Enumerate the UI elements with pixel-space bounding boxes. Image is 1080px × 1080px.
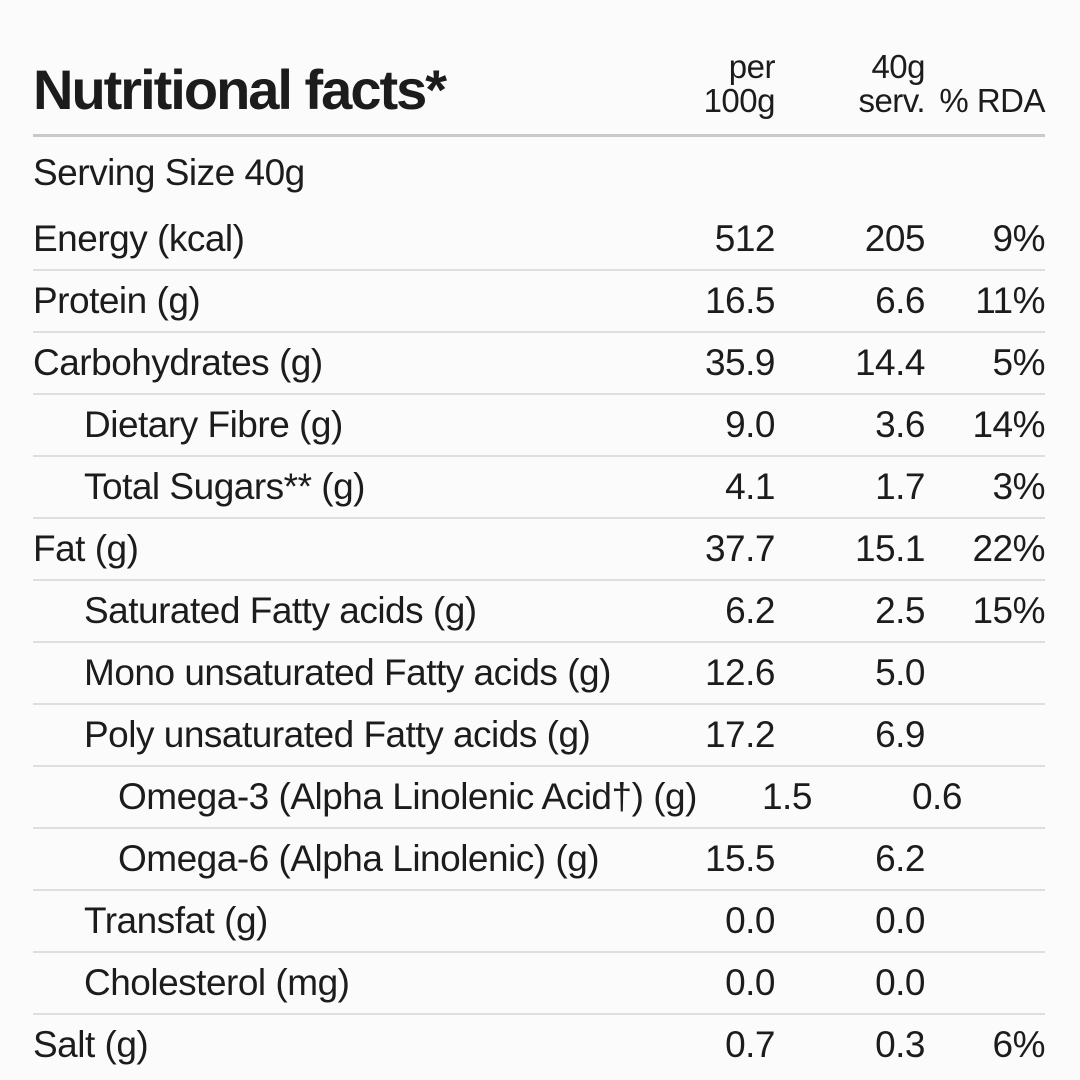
- table-row-fat: Fat (g) 37.7 15.1 22%: [33, 519, 1046, 581]
- value-per-serving: 15.1: [854, 528, 926, 569]
- table-row-transfat: Transfat (g) 0.0 0.0: [33, 891, 1045, 953]
- row-label: Total Sugars** (g): [84, 466, 365, 507]
- table-row-saturated-fatty-acids: Saturated Fatty acids (g) 6.2 2.5 15%: [33, 581, 1046, 643]
- table-row-serving-size: Serving Size 40g: [33, 137, 1045, 209]
- value-per-serving: 205: [864, 218, 926, 259]
- table-row-dietary-fibre: Dietary Fibre (g) 9.0 3.6 14%: [33, 395, 1046, 457]
- value-per-serving: 0.3: [875, 1024, 925, 1065]
- row-label: Energy (kcal): [33, 218, 245, 259]
- value-rda: 9%: [992, 218, 1046, 259]
- value-per-serving: 2.5: [875, 590, 925, 631]
- row-label: Serving Size 40g: [33, 152, 305, 193]
- value-per-100g: 0.0: [725, 900, 775, 941]
- table-row-protein: Protein (g) 16.5 6.6 11%: [33, 271, 1046, 333]
- value-per-serving: 6.2: [875, 838, 925, 879]
- value-per-serving: 14.4: [854, 342, 926, 383]
- row-label: Omega-6 (Alpha Linolenic) (g): [118, 838, 600, 879]
- value-per-100g: 35.9: [704, 342, 776, 383]
- value-per-serving: 0.6: [911, 776, 962, 817]
- value-per-100g: 0.0: [725, 962, 775, 1003]
- value-rda: 5%: [992, 342, 1046, 383]
- value-per-100g: 17.2: [704, 714, 776, 755]
- column-header-serving: 40g serv.: [775, 50, 925, 118]
- value-per-100g: 4.1: [725, 466, 775, 507]
- column-header-serving-line1: 40g: [871, 48, 925, 85]
- value-per-serving: 1.7: [875, 466, 925, 507]
- row-label: Poly unsaturated Fatty acids (g): [84, 714, 591, 755]
- value-per-serving: 0.0: [875, 900, 925, 941]
- table-row-salt: Salt (g) 0.7 0.3 6%: [33, 1015, 1046, 1075]
- table-row-mono-unsaturated-fatty-acids: Mono unsaturated Fatty acids (g) 12.6 5.…: [33, 643, 1045, 705]
- row-label: Omega-3 (Alpha Linolenic Acid†) (g): [118, 776, 697, 817]
- value-rda: 15%: [972, 590, 1045, 631]
- table-header: Nutritional facts* per 100g 40g serv. % …: [33, 0, 1046, 137]
- value-per-serving: 6.9: [875, 714, 925, 755]
- column-header-rda: % RDA: [939, 82, 1045, 119]
- row-label: Salt (g): [33, 1024, 149, 1065]
- value-per-serving: 5.0: [875, 652, 925, 693]
- column-header-serving-line2: serv.: [858, 82, 925, 119]
- value-per-serving: 3.6: [875, 404, 925, 445]
- table-row-energy: Energy (kcal) 512 205 9%: [33, 209, 1046, 271]
- value-per-100g: 0.7: [725, 1024, 775, 1065]
- row-label: Protein (g): [33, 280, 201, 321]
- table-row-poly-unsaturated-fatty-acids: Poly unsaturated Fatty acids (g) 17.2 6.…: [33, 705, 1045, 767]
- value-per-100g: 15.5: [704, 838, 776, 879]
- value-per-100g: 16.5: [704, 280, 776, 321]
- row-label: Dietary Fibre (g): [84, 404, 343, 445]
- value-per-100g: 37.7: [704, 528, 776, 569]
- table-row-total-sugars: Total Sugars** (g) 4.1 1.7 3%: [33, 457, 1046, 519]
- value-rda: 22%: [972, 528, 1045, 569]
- table-row-omega-6: Omega-6 (Alpha Linolenic) (g) 15.5 6.2: [33, 829, 1045, 891]
- value-per-100g: 1.5: [761, 776, 812, 817]
- value-per-serving: 0.0: [875, 962, 925, 1003]
- row-label: Carbohydrates (g): [33, 342, 323, 383]
- column-header-per-100g: per 100g: [660, 48, 776, 119]
- value-per-100g: 6.2: [725, 590, 775, 631]
- value-per-100g: 9.0: [725, 404, 775, 445]
- value-per-100g: 12.6: [704, 652, 776, 693]
- value-rda: 11%: [975, 280, 1045, 321]
- page-title: Nutritional facts*: [33, 58, 447, 121]
- value-per-serving: 6.6: [875, 280, 925, 321]
- column-header-per-100g-line2: 100g: [703, 82, 776, 119]
- value-rda: 6%: [992, 1024, 1046, 1065]
- value-per-100g: 512: [714, 218, 776, 259]
- table-row-cholesterol: Cholesterol (mg) 0.0 0.0: [33, 953, 1045, 1015]
- row-label: Transfat (g): [84, 900, 268, 941]
- row-label: Mono unsaturated Fatty acids (g): [84, 652, 611, 693]
- row-label: Cholesterol (mg): [84, 962, 350, 1003]
- value-rda: 14%: [972, 404, 1045, 445]
- table-row-omega-3: Omega-3 (Alpha Linolenic Acid†) (g) 1.5 …: [33, 767, 1045, 829]
- value-rda: 3%: [992, 466, 1046, 507]
- column-header-per-100g-line1: per: [728, 48, 776, 85]
- table-row-carbohydrates: Carbohydrates (g) 35.9 14.4 5%: [33, 333, 1046, 395]
- row-label: Fat (g): [33, 528, 139, 569]
- row-label: Saturated Fatty acids (g): [84, 590, 477, 631]
